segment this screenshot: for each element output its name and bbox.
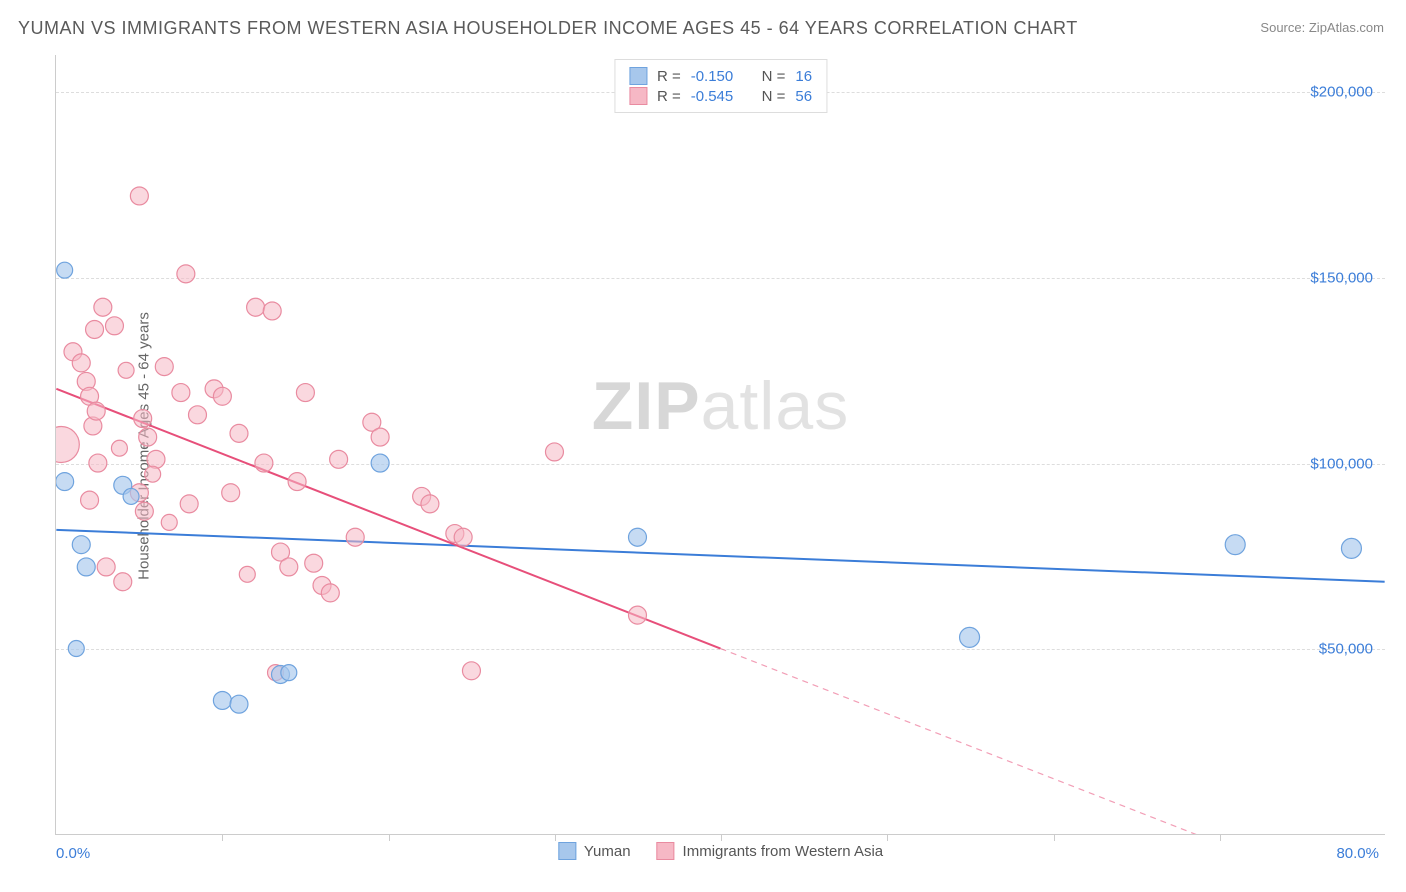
xtick-label: 80.0% bbox=[1336, 845, 1379, 862]
swatch-pink bbox=[657, 842, 675, 860]
xtick-minor bbox=[887, 834, 888, 841]
legend-label-0: Yuman bbox=[584, 843, 631, 860]
swatch-blue bbox=[558, 842, 576, 860]
chart-svg bbox=[56, 55, 1385, 834]
source-name: ZipAtlas.com bbox=[1309, 20, 1384, 35]
legend-row-series-1: R = -0.545 N = 56 bbox=[629, 87, 812, 105]
chart-title: YUMAN VS IMMIGRANTS FROM WESTERN ASIA HO… bbox=[18, 18, 1078, 39]
n-value-1: 56 bbox=[795, 88, 812, 105]
legend-correlation: R = -0.150 N = 16 R = -0.545 N = 56 bbox=[614, 59, 827, 113]
n-label: N = bbox=[762, 88, 786, 105]
legend-item-0: Yuman bbox=[558, 842, 631, 860]
xtick-minor bbox=[389, 834, 390, 841]
xtick-minor bbox=[1220, 834, 1221, 841]
legend-row-series-0: R = -0.150 N = 16 bbox=[629, 67, 812, 85]
legend-label-1: Immigrants from Western Asia bbox=[683, 843, 884, 860]
source-label: Source: bbox=[1260, 20, 1305, 35]
r-label: R = bbox=[657, 68, 681, 85]
source-attribution: Source: ZipAtlas.com bbox=[1260, 20, 1384, 35]
r-label: R = bbox=[657, 88, 681, 105]
xtick-minor bbox=[1054, 834, 1055, 841]
plot-area: ZIPatlas R = -0.150 N = 16 R = -0.545 N … bbox=[55, 55, 1385, 835]
r-value-0: -0.150 bbox=[691, 68, 734, 85]
swatch-pink bbox=[629, 87, 647, 105]
swatch-blue bbox=[629, 67, 647, 85]
legend-series: Yuman Immigrants from Western Asia bbox=[558, 842, 883, 860]
n-label: N = bbox=[762, 68, 786, 85]
xtick-minor bbox=[721, 834, 722, 841]
r-value-1: -0.545 bbox=[691, 88, 734, 105]
xtick-minor bbox=[555, 834, 556, 841]
xtick-label: 0.0% bbox=[56, 845, 90, 862]
n-value-0: 16 bbox=[795, 68, 812, 85]
legend-item-1: Immigrants from Western Asia bbox=[657, 842, 884, 860]
xtick-minor bbox=[222, 834, 223, 841]
